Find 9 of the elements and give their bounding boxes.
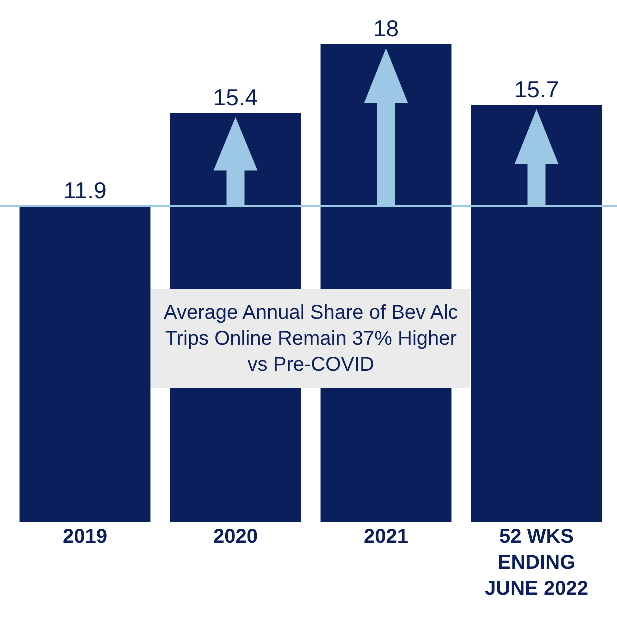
x-tick-label: 52 WKS ENDING JUNE 2022 (485, 526, 588, 600)
x-tick-label: 2021 (364, 526, 408, 548)
annotation: Average Annual Share of Bev Alc Trips Online Remain 37% Higher vs Pre-COVID (164, 302, 458, 376)
x-tick-label: 2020 (214, 526, 258, 548)
data-label: 11.9 (64, 177, 107, 204)
x-tick-label: 2019 (63, 526, 108, 548)
data-label: 18 (373, 15, 400, 42)
data-label: 15.7 (514, 76, 560, 102)
data-label: 15.4 (213, 84, 258, 110)
